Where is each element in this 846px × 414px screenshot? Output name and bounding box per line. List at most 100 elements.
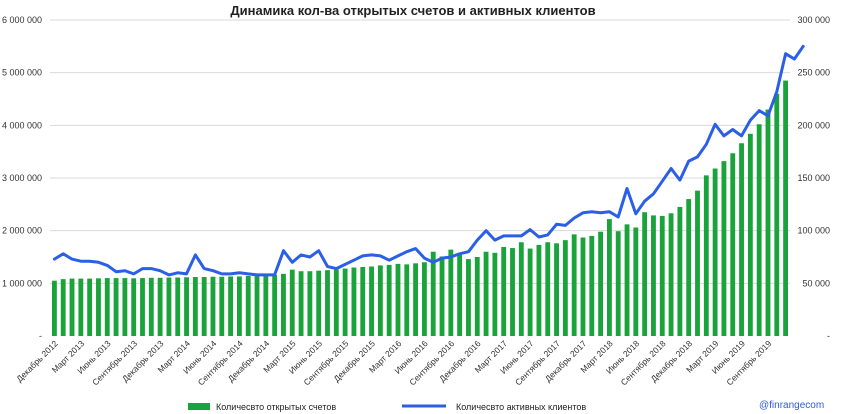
bar (783, 80, 789, 336)
bar (342, 268, 348, 336)
bar (201, 277, 207, 336)
bar (113, 278, 119, 336)
bar (96, 278, 101, 336)
y-left-tick-label: 1 000 000 (2, 278, 42, 288)
bar (421, 262, 427, 336)
bar (668, 213, 674, 336)
y-right-tick-label: 200 000 (797, 120, 830, 130)
bar (721, 161, 727, 336)
y-left-tick-label: 4 000 000 (2, 120, 42, 130)
legend-bars-swatch (188, 403, 210, 410)
y-axis-left: - 1 000 000 2 000 000 3 000 000 4 000 000 5 0… (2, 15, 42, 341)
bar (474, 257, 480, 336)
bar (289, 269, 295, 336)
bar (606, 219, 612, 336)
bar (69, 278, 75, 336)
bar (466, 259, 471, 336)
bar (254, 275, 260, 336)
bar (281, 273, 286, 336)
bar (536, 244, 542, 336)
bar (245, 275, 251, 336)
brand-watermark: @finrangecom (759, 400, 824, 411)
bar (765, 109, 771, 337)
legend-line-label: Количесвто активных клиентов (456, 402, 586, 412)
x-tick-label: Декабрь 2012 (14, 338, 60, 384)
bar (307, 271, 313, 336)
bar (333, 269, 339, 336)
bar (501, 246, 507, 336)
y-right-tick-label: 150 000 (797, 173, 830, 183)
bar (351, 267, 357, 336)
bar (545, 242, 551, 336)
bar (272, 274, 278, 336)
bar (175, 277, 181, 336)
bar (624, 224, 630, 336)
bar (651, 215, 656, 336)
bar (325, 270, 330, 336)
bar (483, 251, 489, 336)
bar (157, 277, 163, 336)
bar (430, 251, 436, 336)
bar (518, 242, 524, 336)
bar (192, 277, 198, 336)
y-axis-right: - 50 000 100 000 150 000 200 000 250 000 300 0… (797, 15, 830, 341)
bar (703, 175, 709, 336)
bar (404, 264, 410, 336)
bar (236, 276, 242, 336)
bar (747, 133, 753, 336)
y-left-tick-label: 3 000 000 (2, 173, 42, 183)
y-left-tick-label: - (39, 331, 42, 341)
bar (148, 277, 154, 336)
bar (360, 267, 366, 336)
bar (166, 277, 172, 336)
bar (562, 240, 568, 336)
bar (413, 263, 419, 336)
bar (580, 237, 586, 336)
bar (131, 278, 137, 336)
bar (316, 270, 322, 336)
bar (615, 231, 621, 336)
bar (87, 278, 93, 336)
bar (598, 231, 604, 336)
gridlines (50, 19, 790, 284)
bar (104, 278, 110, 336)
y-right-tick-label: 50 000 (802, 278, 830, 288)
y-left-tick-label: 2 000 000 (2, 226, 42, 236)
y-right-tick-label: - (827, 331, 830, 341)
y-left-tick-label: 6 000 000 (2, 15, 42, 25)
bar (739, 143, 744, 336)
bar (756, 124, 762, 336)
bar (369, 266, 374, 336)
bar (730, 153, 736, 336)
bar (589, 235, 595, 336)
y-right-tick-label: 250 000 (797, 68, 830, 78)
bar (642, 212, 648, 336)
bar (510, 248, 515, 336)
y-right-tick-label: 300 000 (797, 15, 830, 25)
bar (686, 199, 692, 336)
bar (457, 254, 463, 336)
bar (712, 168, 718, 336)
bar (140, 278, 145, 336)
legend: Количесвто открытых счетов Количесвто ак… (188, 402, 586, 412)
line-series (52, 44, 805, 277)
bar (263, 275, 269, 336)
bar (439, 256, 445, 336)
bar (298, 271, 304, 336)
bar (659, 215, 665, 336)
bar (60, 279, 66, 336)
bar (219, 276, 225, 336)
bar (78, 278, 84, 336)
bar (228, 276, 234, 336)
bar (377, 265, 383, 336)
bar (122, 278, 128, 336)
bar (695, 190, 700, 336)
bar-series (51, 80, 789, 337)
bar (184, 277, 189, 336)
chart-title: Динамика кол-ва открытых счетов и активн… (230, 3, 595, 18)
bar (527, 248, 533, 336)
bar (210, 276, 216, 336)
bar (386, 264, 392, 336)
